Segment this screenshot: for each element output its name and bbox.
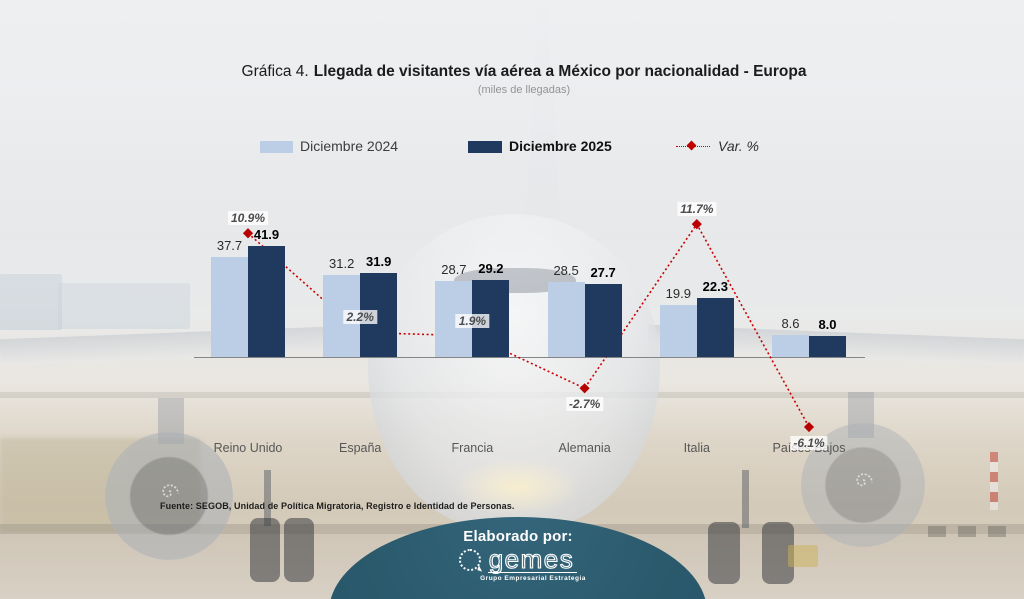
chart-subtitle: (miles de llegadas): [477, 84, 571, 96]
bar-2024-4: [659, 304, 697, 358]
bar-2025-4: [696, 298, 734, 358]
gemes-dotted-circle-icon: [458, 549, 481, 571]
var-percent-label: 10.9%: [227, 211, 269, 226]
var-marker-diamond: [691, 219, 702, 230]
category-label: Reino Unido: [213, 441, 283, 455]
var-percent-label: 2.2%: [343, 310, 377, 325]
legend-swatch-diciembre-2024: [260, 141, 293, 153]
gemes-logo: gemes: [458, 545, 578, 573]
bar-2025-5: [809, 336, 846, 358]
legend-label-var: Var. %: [718, 138, 759, 154]
var-percent-label: -2.7%: [565, 397, 604, 412]
bar-2024-5: [772, 334, 809, 358]
legend-swatch-diciembre-2025: [468, 141, 502, 153]
bar-value-2024: 31.2: [329, 255, 355, 271]
chart-title-prefix: Gráfica 4.: [241, 63, 309, 80]
var-percent-label: -6.1%: [790, 436, 828, 451]
bar-value-2025: 31.9: [366, 253, 392, 269]
bar-value-2025: 29.2: [478, 260, 504, 276]
bar-2024-3: [547, 281, 585, 358]
var-percent-label: 11.7%: [677, 202, 717, 217]
bar-2025-3: [584, 283, 622, 358]
legend-label-diciembre-2024: Diciembre 2024: [300, 138, 399, 154]
category-label: Alemania: [558, 441, 611, 455]
bar-2025-0: [248, 246, 285, 358]
bar-value-2024: 28.5: [553, 262, 579, 278]
bar-value-2025: 41.9: [253, 227, 280, 243]
bar-value-2024: 19.9: [665, 285, 691, 301]
chart-title-main: Llegada de visitantes vía aérea a México…: [313, 63, 807, 80]
chart-title: Gráfica 4. Llegada de visitantes vía aére…: [24, 63, 1024, 81]
bar-value-2024: 8.6: [781, 315, 800, 331]
legend-label-diciembre-2025: Diciembre 2025: [509, 138, 612, 154]
source-note: Fuente: SEGOB, Unidad de Política Migrat…: [160, 501, 515, 511]
bar-value-2025: 8.0: [818, 317, 837, 333]
bar-value-2024: 28.7: [441, 262, 467, 278]
category-label: Francia: [451, 441, 494, 455]
gemes-tagline: Grupo Empresarial Estrategia: [480, 575, 586, 582]
bar-value-2025: 27.7: [590, 264, 616, 280]
category-label: Italia: [683, 441, 710, 455]
var-marker-diamond: [803, 421, 815, 433]
bar-2024-0: [211, 257, 248, 358]
bar-value-2025: 22.3: [702, 279, 728, 295]
category-label: España: [338, 441, 382, 455]
var-marker-diamond: [579, 383, 590, 394]
gemes-wordmark: gemes: [487, 545, 578, 573]
x-axis-line: [194, 357, 865, 359]
bar-value-2024: 37.7: [216, 238, 243, 254]
var-percent-label: 1.9%: [455, 313, 490, 328]
elaborado-label: Elaborado por:: [463, 528, 573, 545]
